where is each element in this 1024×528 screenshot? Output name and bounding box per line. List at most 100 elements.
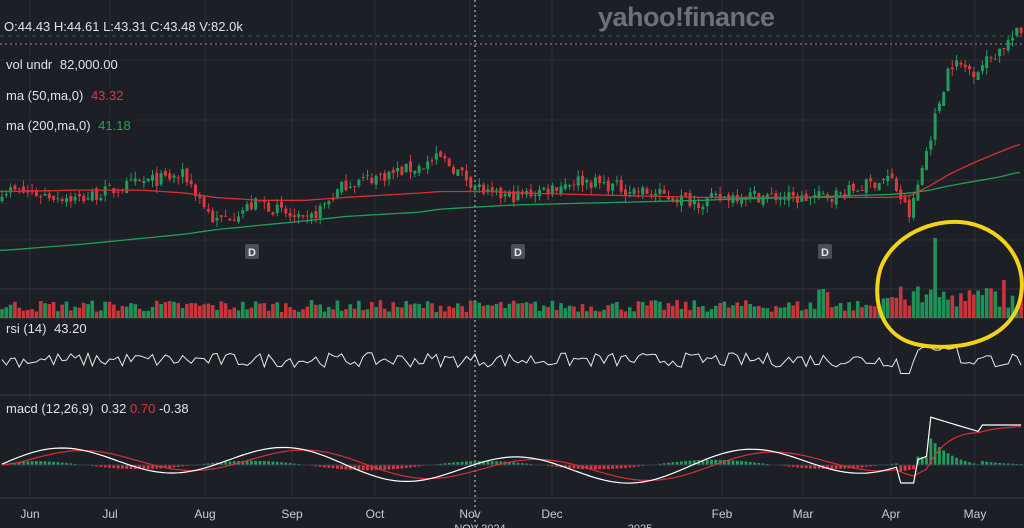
macd-hist-163 [701, 459, 705, 465]
candle-body-8 [34, 190, 38, 196]
macd-hist-196 [843, 465, 847, 469]
volume-bar-56 [241, 301, 245, 318]
candle-body-47 [202, 196, 206, 208]
volume-bar-205 [881, 298, 886, 318]
volume-bar-17 [73, 306, 77, 318]
volume-bar-162 [696, 307, 701, 318]
macd-hist-121 [520, 463, 524, 465]
macd-hist-127 [546, 465, 550, 467]
volume-bar-209 [898, 286, 903, 318]
candle-body-107 [460, 167, 464, 171]
macd-hist-102 [439, 463, 442, 465]
macd-hist-40 [172, 465, 176, 468]
candle-body-143 [615, 180, 619, 182]
candle-body-19 [82, 195, 86, 202]
candle-body-105 [452, 167, 455, 174]
macd-hist-34 [146, 465, 150, 470]
macd-hist-201 [864, 465, 868, 467]
macd-hist-75 [323, 465, 326, 468]
volume-bar-152 [653, 300, 658, 318]
macd-hist-64 [275, 461, 279, 465]
candle-body-221 [950, 67, 954, 70]
candle-body-90 [387, 171, 391, 179]
volume-bar-76 [327, 306, 331, 318]
candle-body-72 [310, 213, 314, 219]
macd-hist-160 [688, 460, 692, 465]
candle-body-154 [662, 189, 666, 194]
volume-bar-43 [185, 303, 189, 318]
macd-hist-144 [619, 465, 623, 469]
candle-body-216 [929, 140, 933, 150]
macd-hist-94 [404, 465, 408, 468]
macd-value: 0.32 [101, 401, 127, 416]
macd-hist-5 [22, 461, 25, 465]
macd-hist-186 [800, 465, 804, 468]
candle-body-61 [262, 200, 266, 202]
macd-hist-10 [43, 461, 47, 465]
volume-bar-156 [671, 305, 675, 318]
ohlc-header: O:44.43 H:44.61 L:43.31 C:43.48 V:82.0k [4, 19, 243, 34]
high-value: H:44.61 [53, 19, 100, 34]
rsi-legend[interactable]: rsi (14) 43.20 [4, 320, 89, 337]
macd-hist-146 [628, 465, 632, 468]
volume-bar-63 [271, 303, 275, 318]
candle-body-74 [318, 205, 322, 219]
macd-hist-47 [202, 463, 206, 465]
macd-label: macd (12,26,9) [6, 401, 94, 416]
volume-bar-139 [597, 311, 602, 318]
volume-bar-115 [494, 303, 499, 318]
candle-body-38 [163, 171, 167, 176]
volume-bar-22 [94, 311, 99, 318]
volume-bar-136 [585, 311, 589, 318]
macd-hist-136 [585, 465, 589, 470]
volume-bar-34 [146, 310, 150, 318]
macd-hist-106 [456, 462, 460, 465]
macd-hist-171 [735, 460, 739, 465]
candle-body-111 [477, 184, 481, 187]
volume-bar-72 [309, 300, 314, 318]
volume-bar-158 [679, 308, 684, 318]
volume-bar-23 [99, 310, 103, 318]
candle-body-12 [52, 195, 56, 200]
candle-body-199 [856, 190, 860, 192]
candle-body-91 [391, 169, 395, 173]
volume-bar-111 [477, 302, 482, 318]
yahoo-finance-watermark: yahoo!finance [598, 2, 775, 32]
candle-body-23 [99, 197, 103, 201]
dividend-marker-label-0: D [248, 247, 256, 259]
volume-bar-87 [374, 307, 378, 318]
ma200-legend[interactable]: ma (200,ma,0) 41.18 [4, 117, 133, 134]
ma200-line [0, 171, 1021, 251]
volume-bar-54 [232, 307, 236, 318]
candle-body-167 [718, 193, 722, 200]
candle-body-152 [654, 193, 658, 196]
volume-bar-211 [907, 305, 912, 318]
volume-bar-169 [726, 307, 731, 318]
macd-hist-165 [710, 459, 713, 465]
candle-body-106 [456, 169, 460, 176]
candle-body-164 [705, 198, 709, 206]
volume-bar-126 [542, 305, 546, 318]
volume-bar-15 [64, 301, 69, 318]
candle-body-124 [533, 195, 537, 197]
volume-bar-174 [748, 304, 752, 318]
ma50-legend[interactable]: ma (50,ma,0) 43.32 [4, 87, 126, 104]
candle-body-227 [976, 72, 980, 80]
volume-bar-164 [705, 311, 709, 318]
candle-body-37 [159, 173, 163, 185]
macd-legend[interactable]: macd (12,26,9) 0.32 0.70 -0.38 [4, 400, 191, 417]
volume-bar-125 [537, 310, 542, 318]
volume-bar-195 [838, 302, 843, 318]
volume-bar-144 [619, 309, 623, 318]
candle-body-208 [894, 178, 898, 192]
volume-bar-157 [675, 300, 679, 318]
vol-indicator-legend[interactable]: vol undr 82,000.00 [4, 56, 120, 73]
macd-hist-235 [1011, 463, 1014, 465]
volume-bar-161 [692, 300, 697, 318]
candle-body-43 [185, 168, 189, 183]
candle-body-179 [770, 193, 774, 195]
volume-bar-65 [279, 311, 284, 318]
macd-hist-13 [56, 462, 60, 465]
